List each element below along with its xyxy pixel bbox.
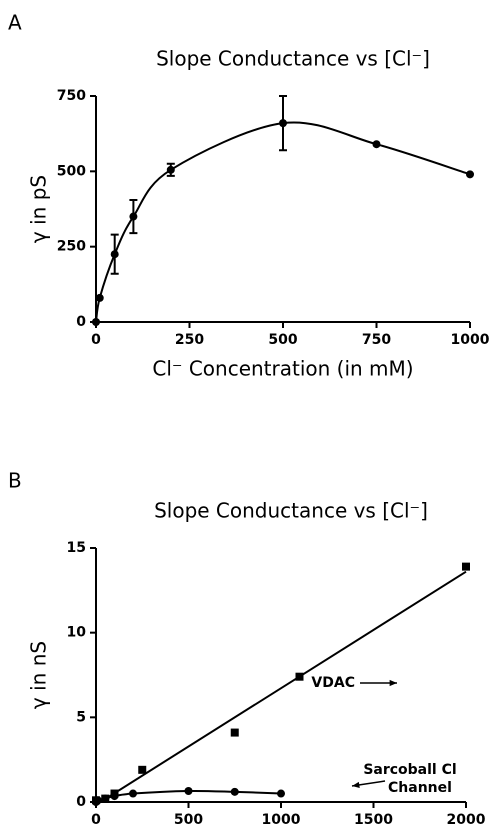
y-tick-label: 0	[76, 314, 86, 330]
annotation: VDAC	[311, 675, 355, 691]
point	[166, 165, 175, 174]
panel-label: B	[8, 469, 22, 493]
y-axis-label: γ in nS	[27, 641, 51, 709]
point	[101, 794, 110, 803]
point	[462, 562, 470, 571]
point	[129, 212, 138, 221]
x-tick-label: 0	[91, 332, 101, 348]
y-axis-label: γ in pS	[27, 175, 51, 243]
y-tick-label: 15	[67, 540, 86, 556]
series-line	[95, 121, 471, 323]
arrow-head	[389, 679, 397, 687]
point	[93, 796, 102, 805]
fit-line	[95, 570, 467, 806]
arrow-head	[352, 781, 360, 788]
x-tick-label: 1000	[262, 812, 301, 828]
y-tick-label: 5	[76, 709, 86, 725]
point	[110, 792, 119, 801]
annotation: Channel	[388, 780, 452, 796]
x-axis-label: Cl⁻ Concentration (in mM)	[152, 357, 413, 381]
chart-title: Slope Conductance vs [Cl⁻]	[156, 47, 430, 71]
point	[230, 787, 239, 796]
annotation: Sarcoball Cl	[363, 762, 456, 778]
x-tick-label: 750	[362, 332, 391, 348]
point	[279, 119, 287, 128]
x-axis-label: Cl⁻ Concentration (in mM)	[150, 837, 411, 840]
point	[184, 786, 193, 795]
x-tick-label: 250	[175, 332, 204, 348]
y-tick-label: 0	[76, 794, 86, 810]
point	[466, 170, 474, 179]
point	[295, 672, 304, 681]
point	[138, 765, 147, 774]
point	[110, 250, 119, 259]
x-tick-label: 500	[174, 812, 203, 828]
y-tick-label: 10	[67, 625, 87, 641]
point	[372, 140, 381, 149]
x-tick-label: 1500	[354, 812, 393, 828]
point	[92, 318, 100, 326]
point	[129, 789, 137, 798]
point	[95, 293, 104, 302]
panel-label: A	[8, 11, 22, 35]
x-tick-label: 1000	[451, 332, 490, 348]
y-tick-label: 250	[57, 239, 86, 255]
x-tick-label: 2000	[447, 812, 486, 828]
chart-title: Slope Conductance vs [Cl⁻]	[154, 499, 428, 523]
y-tick-label: 500	[57, 163, 86, 179]
point	[230, 728, 239, 737]
x-tick-label: 0	[91, 812, 101, 828]
point	[277, 789, 285, 798]
y-tick-label: 750	[57, 88, 86, 104]
x-tick-label: 500	[268, 332, 297, 348]
